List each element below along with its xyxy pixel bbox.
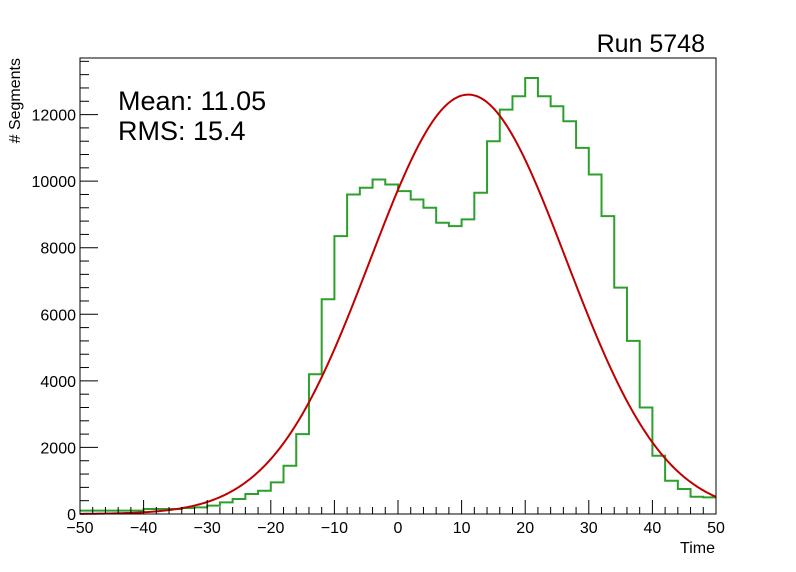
x-tick-label: 10 <box>453 520 471 537</box>
y-tick-label: 6000 <box>40 307 76 324</box>
x-tick-label: −40 <box>130 520 157 537</box>
x-tick-label: 0 <box>394 520 403 537</box>
y-axis-title: # Segments <box>7 58 24 143</box>
y-tick-label: 0 <box>67 507 76 524</box>
chart-title: Run 5748 <box>597 30 705 58</box>
y-tick-label: 4000 <box>40 374 76 391</box>
rms-annotation: RMS: 15.4 <box>118 116 246 146</box>
plot-area <box>79 76 717 515</box>
x-tick-label: −20 <box>257 520 284 537</box>
x-axis: −50 −40 −30 −20 −10 0 10 20 30 40 50 <box>66 500 725 537</box>
x-tick-label: 50 <box>707 520 725 537</box>
x-axis-title: Time <box>680 540 715 557</box>
gaussian-fit-curve <box>79 93 717 515</box>
histogram-series <box>80 76 716 512</box>
x-tick-label: −10 <box>321 520 348 537</box>
y-tick-label: 10000 <box>32 174 77 191</box>
y-tick-label: 2000 <box>40 440 76 457</box>
x-tick-label: 20 <box>516 520 534 537</box>
x-tick-label: −50 <box>66 520 93 537</box>
x-tick-label: −30 <box>194 520 221 537</box>
x-tick-label: 30 <box>580 520 598 537</box>
y-axis: 0 2000 4000 6000 8000 10000 12000 <box>32 60 98 524</box>
x-tick-label: 40 <box>644 520 662 537</box>
y-tick-label: 8000 <box>40 241 76 258</box>
mean-annotation: Mean: 11.05 <box>118 86 266 116</box>
y-tick-label: 12000 <box>32 108 77 125</box>
